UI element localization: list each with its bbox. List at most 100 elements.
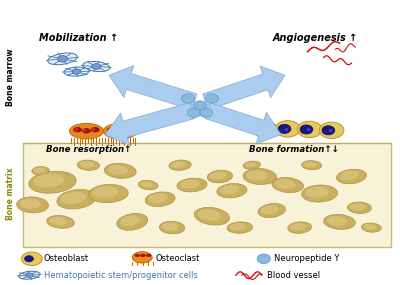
- Ellipse shape: [77, 160, 100, 170]
- Ellipse shape: [70, 123, 103, 139]
- Text: Angiogenesis ↑: Angiogenesis ↑: [273, 32, 358, 42]
- Text: Osteoclast: Osteoclast: [155, 254, 200, 263]
- Ellipse shape: [272, 178, 304, 193]
- Ellipse shape: [120, 215, 140, 226]
- Ellipse shape: [246, 170, 268, 180]
- Ellipse shape: [350, 203, 366, 211]
- Ellipse shape: [297, 121, 322, 138]
- Ellipse shape: [245, 162, 256, 167]
- Text: Hematopoietic stem/progenitor cells: Hematopoietic stem/progenitor cells: [44, 271, 198, 280]
- Ellipse shape: [145, 192, 175, 207]
- Ellipse shape: [227, 222, 252, 233]
- Ellipse shape: [20, 199, 40, 209]
- Ellipse shape: [177, 178, 207, 192]
- Ellipse shape: [47, 215, 74, 228]
- Ellipse shape: [91, 127, 99, 132]
- Ellipse shape: [148, 194, 168, 203]
- Ellipse shape: [138, 180, 158, 190]
- Ellipse shape: [162, 223, 178, 231]
- Ellipse shape: [34, 168, 45, 173]
- Ellipse shape: [319, 122, 344, 139]
- Ellipse shape: [305, 187, 328, 198]
- Ellipse shape: [348, 202, 371, 213]
- Ellipse shape: [194, 207, 230, 225]
- Ellipse shape: [324, 214, 355, 229]
- Ellipse shape: [288, 222, 312, 233]
- Text: Neuropeptide Y: Neuropeptide Y: [274, 254, 339, 263]
- Ellipse shape: [58, 56, 68, 62]
- Circle shape: [200, 108, 212, 117]
- Ellipse shape: [304, 162, 316, 168]
- Ellipse shape: [108, 165, 128, 175]
- Ellipse shape: [362, 223, 381, 232]
- Ellipse shape: [64, 67, 89, 76]
- Ellipse shape: [135, 254, 140, 257]
- Ellipse shape: [322, 126, 335, 135]
- Ellipse shape: [207, 170, 232, 183]
- Ellipse shape: [25, 256, 33, 262]
- Ellipse shape: [141, 254, 145, 257]
- Ellipse shape: [57, 190, 96, 209]
- Circle shape: [258, 254, 270, 263]
- Ellipse shape: [340, 171, 359, 180]
- Ellipse shape: [171, 161, 186, 168]
- Text: Bone resorption↑: Bone resorption↑: [46, 145, 131, 154]
- Ellipse shape: [302, 161, 322, 170]
- Ellipse shape: [180, 180, 200, 188]
- Ellipse shape: [258, 203, 286, 218]
- Ellipse shape: [290, 223, 306, 231]
- Ellipse shape: [159, 221, 185, 234]
- Ellipse shape: [80, 161, 94, 168]
- Ellipse shape: [26, 273, 33, 278]
- Ellipse shape: [32, 167, 49, 175]
- Ellipse shape: [125, 127, 133, 132]
- Circle shape: [182, 94, 194, 103]
- Ellipse shape: [327, 216, 348, 226]
- Ellipse shape: [17, 197, 48, 213]
- Ellipse shape: [50, 217, 67, 225]
- Ellipse shape: [22, 252, 42, 266]
- Ellipse shape: [278, 124, 291, 133]
- Text: Bone marrow: Bone marrow: [6, 48, 15, 106]
- Ellipse shape: [117, 213, 148, 230]
- Ellipse shape: [34, 174, 64, 188]
- Text: Bone matrix: Bone matrix: [6, 167, 15, 220]
- Text: Blood vessel: Blood vessel: [267, 271, 320, 280]
- Ellipse shape: [261, 205, 278, 214]
- Ellipse shape: [300, 125, 313, 134]
- Circle shape: [188, 108, 200, 117]
- Ellipse shape: [254, 121, 278, 138]
- Ellipse shape: [103, 123, 137, 139]
- Ellipse shape: [132, 252, 152, 263]
- Circle shape: [206, 94, 218, 103]
- Ellipse shape: [364, 224, 376, 230]
- Ellipse shape: [92, 186, 118, 198]
- Ellipse shape: [83, 62, 110, 72]
- Ellipse shape: [243, 161, 260, 169]
- Ellipse shape: [140, 181, 153, 188]
- Ellipse shape: [29, 171, 76, 193]
- Ellipse shape: [302, 185, 338, 202]
- Ellipse shape: [169, 160, 191, 170]
- Ellipse shape: [88, 184, 128, 203]
- Ellipse shape: [243, 168, 276, 184]
- Ellipse shape: [19, 271, 40, 279]
- Circle shape: [194, 101, 206, 110]
- Text: Osteoblast: Osteoblast: [44, 254, 89, 263]
- Ellipse shape: [336, 169, 366, 184]
- Ellipse shape: [108, 127, 116, 132]
- Ellipse shape: [275, 121, 300, 137]
- Ellipse shape: [92, 64, 101, 70]
- Ellipse shape: [230, 223, 246, 231]
- FancyBboxPatch shape: [23, 142, 391, 247]
- Ellipse shape: [198, 209, 221, 221]
- Text: Mobilization ↑: Mobilization ↑: [39, 32, 118, 42]
- Ellipse shape: [217, 184, 247, 198]
- Ellipse shape: [275, 179, 296, 189]
- Ellipse shape: [74, 127, 82, 132]
- Ellipse shape: [146, 254, 151, 257]
- Ellipse shape: [104, 163, 136, 178]
- Ellipse shape: [116, 129, 124, 133]
- Ellipse shape: [48, 53, 77, 65]
- Ellipse shape: [256, 125, 269, 134]
